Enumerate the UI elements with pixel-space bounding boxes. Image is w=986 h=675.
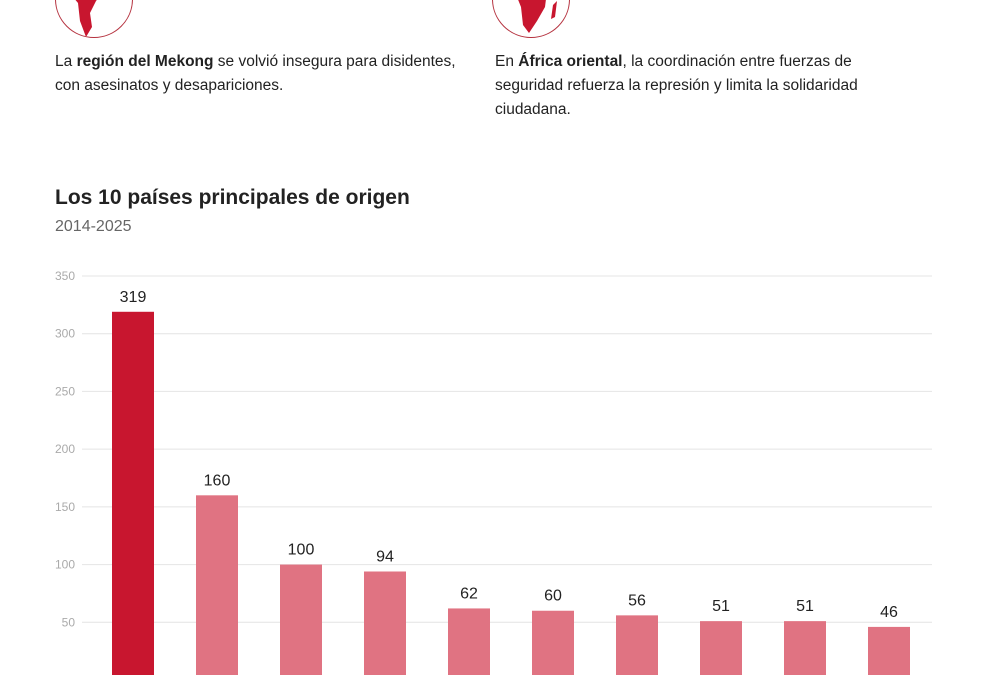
- bar: [364, 571, 406, 675]
- y-tick-label: 200: [55, 442, 75, 456]
- bar: [448, 608, 490, 675]
- y-tick-label: 100: [55, 558, 75, 572]
- bar: [532, 610, 574, 675]
- bar: [196, 495, 238, 675]
- bar: [616, 615, 658, 675]
- card-text-bold: región del Mekong: [76, 53, 214, 70]
- chart-title: Los 10 países principales de origen: [55, 186, 410, 209]
- card-text-bold: África oriental: [518, 53, 623, 70]
- y-tick-label: 300: [55, 327, 75, 341]
- y-tick-label: 350: [55, 269, 75, 283]
- bar: [784, 621, 826, 675]
- y-tick-label: 50: [62, 615, 76, 629]
- chart-subtitle: 2014-2025: [55, 218, 132, 235]
- data-label: 94: [376, 548, 394, 565]
- card-text-pre: La: [55, 53, 77, 70]
- bar: [868, 626, 910, 675]
- data-label: 319: [120, 289, 147, 306]
- data-label: 46: [880, 604, 898, 621]
- y-tick-label: 0: [68, 673, 75, 675]
- data-label: 100: [288, 542, 315, 559]
- africa-card-text: En África oriental, la coordinación entr…: [495, 50, 915, 122]
- y-tick-label: 250: [55, 384, 75, 398]
- card-text-post: se volvió insegura para disidentes, con …: [55, 53, 456, 94]
- data-label: 56: [628, 592, 646, 609]
- bar: [280, 564, 322, 675]
- data-label: 160: [204, 472, 231, 489]
- mekong-card-text: La región del Mekong se volvió insegura …: [55, 50, 475, 98]
- data-label: 51: [712, 598, 730, 615]
- card-text-post: , la coordinación entre fuerzas de segur…: [495, 53, 858, 118]
- bar: [700, 621, 742, 675]
- card-text-pre: En: [495, 53, 519, 70]
- y-tick-label: 150: [55, 500, 75, 514]
- data-label: 60: [544, 588, 562, 605]
- bar: [112, 311, 154, 675]
- data-label: 62: [460, 585, 478, 602]
- data-label: 51: [796, 598, 814, 615]
